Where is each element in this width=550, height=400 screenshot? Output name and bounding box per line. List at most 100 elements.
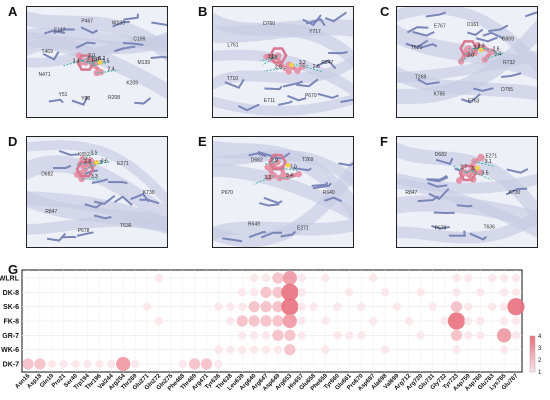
residue-label: D755 — [501, 87, 513, 93]
color-scale-tick: 1 — [538, 370, 542, 376]
distance-label: 3.3 — [471, 166, 478, 172]
residue-label: E711 — [264, 98, 276, 104]
bubble-dk-7-pro21 — [59, 359, 68, 369]
bubble-sk-6-glu271 — [142, 302, 152, 311]
docking-panel-b: 3.1 3.5 2.8 3.2 2.6 R847 P670 E711 T710 L761 D760 Y… — [212, 6, 354, 118]
bubble-wlrl-gln272 — [154, 273, 164, 283]
bubble-gr-7-arg647 — [261, 331, 271, 340]
distance-label: 2.4 — [108, 67, 115, 73]
bubble-dk-8-tyr733 — [452, 288, 461, 297]
bubble-sk-6-leu639 — [238, 302, 247, 311]
distance-label: 3.5 — [102, 59, 109, 65]
bubble-fk-8-lys765 — [499, 316, 509, 326]
row-label: SK-6 — [3, 304, 19, 311]
distance-label: 3.6 — [101, 158, 108, 164]
distance-label: 2.9 — [478, 43, 485, 49]
distance-label: 3.0 — [290, 164, 297, 170]
bubble-fk-8-asp759 — [464, 316, 473, 326]
residue-label: L761 — [227, 42, 238, 48]
row-label: WLRL — [0, 276, 20, 283]
residue-label: P670 — [305, 93, 317, 99]
bubble-sk-6-thr638 — [226, 302, 235, 311]
bubble-dk-8-asp760 — [476, 288, 485, 297]
bubble-wk-6-asp649 — [273, 345, 283, 354]
bubble-wk-6-ala698 — [380, 345, 390, 354]
bubble-fk-8-glu767 — [511, 316, 521, 326]
row-label: DK-7 — [3, 362, 19, 369]
bubble-dk-7-thr269 — [131, 359, 140, 369]
bubble-fk-8-asp760 — [476, 316, 485, 326]
residue-label: E271 — [297, 226, 309, 232]
distance-label: 3.0 — [92, 57, 99, 63]
bubble-dk-8-arg720 — [416, 288, 425, 297]
residue-label: P467 — [81, 19, 93, 25]
residue-label: T710 — [227, 76, 239, 82]
panel-label-e: E — [198, 134, 207, 149]
distance-label: 2.6 — [313, 64, 320, 70]
residue-label: R732 — [503, 60, 515, 66]
residue-label: Y717 — [309, 29, 321, 35]
residue-label: T469 — [41, 49, 53, 55]
distance-label: 3.3 — [91, 174, 98, 180]
residue-label: K730 — [143, 190, 155, 196]
bubble-sk-6-val699 — [392, 302, 402, 311]
bubble-sk-6-tyr733 — [450, 301, 463, 313]
bubble-wk-6-thr638 — [226, 345, 235, 354]
color-scale-tick: 3 — [538, 346, 542, 352]
bubble-dk-7-arg471 — [200, 358, 213, 370]
bubble-gr-7-pro670 — [357, 331, 366, 340]
residue-label: R847 — [45, 209, 57, 215]
bubble-gr-7-arg640 — [250, 331, 259, 340]
residue-label: Y51 — [59, 92, 68, 98]
residue-label: R847 — [321, 60, 333, 66]
residue-label: G809 — [502, 37, 514, 43]
residue-label: K209 — [126, 81, 138, 87]
residue-label: K730 — [509, 190, 521, 196]
bubble-wk-6-arg647 — [261, 345, 271, 354]
docking-image-a: 2.03.0 3.53.22.4 3.4 3.62.1 M139 K209 R208 Y98 Y… — [27, 10, 167, 106]
docking-panel-d: 3.3 2.53.6 3.1 2.8 K730 T636 P678 R847 D682 K652 E… — [26, 136, 168, 248]
bubble-fk-8-leu639 — [236, 315, 248, 327]
distance-label: 2.8 — [275, 64, 282, 70]
residue-label: R640 — [323, 190, 335, 196]
distance-label: 2.5 — [95, 160, 102, 166]
docking-panel-c: 3.22.93.02.63.4R732D755E763K765T269T636E… — [396, 6, 538, 118]
bubble-wlrl-arg653 — [282, 270, 297, 286]
residue-label: P678 — [435, 226, 447, 232]
bubble-dk-7-trp194 — [83, 359, 92, 369]
panel-label-b: B — [198, 4, 208, 19]
residue-label: R649 — [248, 222, 260, 228]
bubble-fk-8-thr638 — [226, 316, 235, 326]
color-scale-tick: 2 — [538, 358, 542, 364]
bubble-gr-7-asp760 — [476, 331, 485, 340]
bubble-dk-8-his657 — [297, 288, 306, 297]
bubble-wlrl-asp759 — [464, 273, 473, 283]
bubble-sk-6-glu767 — [507, 298, 525, 316]
residue-label: T636 — [120, 223, 132, 229]
distance-label: 3.4 — [494, 51, 501, 57]
residue-label: C199 — [133, 37, 145, 43]
bubble-dk-8-glu767 — [511, 288, 521, 297]
bubble-fk-8-arg653 — [282, 313, 297, 329]
docking-panel-a: 2.0 3.0 3.5 3.2 2.4 3.4 3.6 2.1 M139 K209 R208 Y98 Y… — [26, 6, 168, 118]
bubble-wk-6-tyr636 — [214, 345, 223, 354]
bubble-fk-8-tyr733 — [447, 312, 466, 330]
docking-image-e: 3.2 2.9 3.0 3.4 R640 E271 R649 P670 D682 T269 — [213, 140, 353, 247]
bubble-fk-8-arg647 — [260, 315, 272, 327]
bubble-dk-7-thr196 — [95, 359, 104, 369]
bubble-wlrl-arg640 — [250, 273, 259, 283]
bubble-wlrl-phe659 — [321, 273, 330, 283]
residue-label: D682 — [251, 158, 263, 164]
residue-label: R847 — [405, 190, 417, 196]
bubble-wk-6-arg640 — [250, 345, 259, 354]
bubble-wlrl-tyr733 — [452, 273, 461, 283]
distance-label: 3.4 — [73, 58, 80, 64]
bubble-gr-7-lys765 — [496, 328, 512, 343]
distance-label: 3.2 — [299, 60, 306, 66]
distance-label: 3.1 — [485, 159, 492, 165]
panel-label-c: C — [380, 4, 390, 19]
bubble-gr-7-glu767 — [511, 331, 521, 340]
docking-panel-f: 3.3 2.7 3.5 3.1 K730 T636 P678 R847 D682 E271 — [396, 136, 538, 248]
bubble-gr-7-tyr660 — [333, 331, 342, 340]
residue-label: E767 — [434, 23, 446, 29]
